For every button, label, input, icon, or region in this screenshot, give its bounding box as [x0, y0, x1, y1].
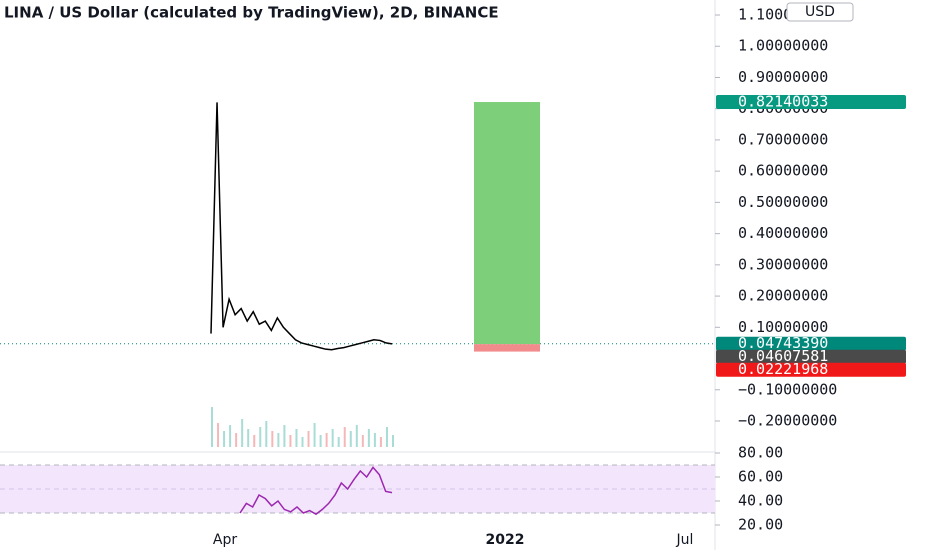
volume-bar	[361, 435, 364, 447]
y-tick-label: 1.00000000	[738, 37, 828, 55]
volume-bar	[343, 427, 346, 447]
volume-bar	[229, 425, 232, 447]
chart-title: LINA / US Dollar (calculated by TradingV…	[4, 4, 499, 22]
volume-bar	[331, 429, 334, 447]
volume-bar	[325, 433, 328, 447]
volume-bar	[217, 423, 220, 447]
volume-bar	[241, 419, 244, 447]
volume-bar	[271, 431, 274, 447]
profit-zone	[474, 102, 540, 345]
y-tick-label: 0.70000000	[738, 130, 828, 148]
y-tick-label: 0.30000000	[738, 255, 828, 273]
volume-bar	[289, 435, 292, 447]
currency[interactable]: USD	[805, 4, 835, 20]
volume-bar	[307, 431, 310, 447]
volume-bar	[373, 433, 376, 447]
rsi-tick-label: 60.00	[738, 468, 783, 486]
price-tag-label: 0.04607581	[738, 347, 828, 365]
y-tick-label: 0.60000000	[738, 162, 828, 180]
rsi-line	[239, 466, 393, 516]
volume-bar	[277, 433, 280, 447]
price-tag	[716, 95, 906, 110]
y-tick-label: −0.10000000	[738, 380, 837, 398]
y-tick-label: −0.20000000	[738, 412, 837, 430]
price-line	[210, 102, 393, 351]
rsi-tick-label: 20.00	[738, 516, 783, 534]
y-tick-label: 0.40000000	[738, 224, 828, 242]
currency-box[interactable]	[786, 2, 854, 22]
volume-bar	[223, 431, 226, 447]
y-tick-label: 0.50000000	[738, 193, 828, 211]
layer: 1.100000001.000000000.900000000.80000000…	[0, 6, 906, 548]
volume-bar	[379, 437, 382, 447]
volume-bar	[337, 437, 340, 447]
volume-bar	[265, 421, 268, 447]
volume-bar	[247, 429, 250, 447]
volume-bar	[349, 431, 352, 447]
x-tick-label: 2022	[486, 532, 525, 548]
price-tag	[716, 349, 906, 364]
volume-bar	[355, 425, 358, 447]
y-tick-label: 0.10000000	[738, 318, 828, 336]
volume-bar	[319, 435, 322, 447]
price-tag	[716, 362, 906, 377]
rsi-tick-label: 40.00	[738, 492, 783, 510]
x-tick-label: Jul	[676, 532, 694, 548]
volume-bar	[259, 427, 262, 447]
title-clip: LINA / US Dollar (calculated by TradingV…	[4, 4, 499, 22]
price-tag	[716, 336, 906, 351]
x-tick-label: Apr	[213, 532, 237, 548]
volume-bar	[392, 435, 394, 447]
y-tick-label: 0.90000000	[738, 68, 828, 86]
volume-bar	[211, 407, 213, 447]
rsi-tick-label: 80.00	[738, 444, 783, 462]
volume-bar	[385, 427, 388, 447]
volume-bar	[367, 429, 370, 447]
volume-bar	[295, 429, 298, 447]
price-tag-label: 0.04743390	[738, 334, 828, 352]
price-tag-label: 0.02221968	[738, 360, 828, 378]
volume-bar	[253, 435, 256, 447]
price-tag-label: 0.82140033	[738, 93, 828, 111]
volume-bar	[283, 425, 286, 447]
volume-bar	[313, 423, 316, 447]
volume-bar	[235, 433, 238, 447]
loss-zone	[474, 344, 540, 352]
y-tick-label: 0.20000000	[738, 287, 828, 305]
volume-bar	[301, 437, 304, 447]
